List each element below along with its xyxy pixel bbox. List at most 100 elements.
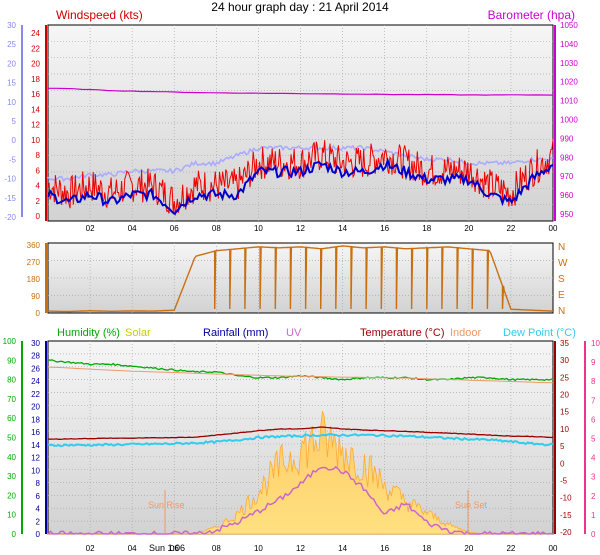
- tick-label-temp-scale: -15: [4, 194, 16, 203]
- tick-label-windspeed: 10: [31, 136, 40, 145]
- hour-tick-label: 00: [549, 544, 558, 553]
- tick-label-temp-scale: 25: [7, 40, 16, 49]
- legend-temperature: Temperature (°C): [360, 327, 444, 339]
- hour-tick-label: 08: [212, 544, 221, 553]
- tick-label-rainfall: 14: [31, 441, 40, 450]
- tick-label-barometer: 1010: [560, 97, 578, 106]
- hour-tick-label: 00: [549, 224, 558, 233]
- tick-label-rainfall: 8: [36, 479, 41, 488]
- tick-label-windspeed: 8: [36, 151, 41, 160]
- tick-label-direction: 360: [27, 241, 41, 250]
- tick-label-windspeed: 14: [31, 105, 40, 114]
- tick-label-uv-scale: 1: [591, 511, 596, 520]
- tick-label-temp-scale: 15: [7, 79, 16, 88]
- tick-label-uv-scale: 7: [591, 396, 596, 405]
- hour-tick-label: 14: [338, 224, 347, 233]
- tick-label-temp-scale: -10: [4, 175, 16, 184]
- tick-label-barometer: 990: [560, 134, 574, 143]
- sunrise-time-label: Sun 1:06: [149, 543, 185, 553]
- hour-tick-label: 02: [86, 544, 95, 553]
- hour-tick-label: 12: [296, 224, 305, 233]
- tick-label-humidity: 80: [7, 376, 16, 385]
- tick-label-compass: N: [558, 306, 565, 317]
- tick-label-rainfall: 16: [31, 428, 40, 437]
- tick-label-temperature: 30: [560, 356, 569, 365]
- tick-label-temperature: 10: [560, 425, 569, 434]
- legend-solar: Solar: [125, 327, 151, 339]
- tick-label-rainfall: 22: [31, 390, 40, 399]
- tick-label-windspeed: 22: [31, 44, 40, 53]
- tick-label-temp-scale: 30: [7, 21, 16, 30]
- tick-label-temp-scale: -20: [4, 213, 16, 222]
- hour-tick-label: 22: [506, 224, 515, 233]
- tick-label-temp-scale: 10: [7, 98, 16, 107]
- legend-uv: UV: [286, 327, 302, 339]
- tick-label-rainfall: 4: [36, 505, 41, 514]
- tick-label-compass: N: [558, 242, 565, 253]
- tick-label-rainfall: 12: [31, 454, 40, 463]
- tick-label-windspeed: 16: [31, 90, 40, 99]
- windspeed-axis-label: Windspeed (kts): [56, 8, 143, 22]
- tick-label-uv-scale: 8: [591, 377, 596, 386]
- tick-label-barometer: 1030: [560, 59, 578, 68]
- tick-label-rainfall: 6: [36, 492, 41, 501]
- chart-title: 24 hour graph day : 21 April 2014: [211, 0, 389, 14]
- p3-uv-line: [47, 465, 554, 536]
- tick-label-humidity: 100: [3, 337, 17, 346]
- hour-tick-label: 06: [170, 224, 179, 233]
- tick-label-uv-scale: 2: [591, 492, 596, 501]
- panel-wind-baro: Windspeed (kts) Barometer (hpa) 30 25 20 15…: [4, 8, 578, 233]
- tick-label-humidity: 0: [12, 530, 17, 539]
- tick-label-rainfall: 10: [31, 466, 40, 475]
- solar-area: [48, 411, 553, 535]
- tick-label-temp-scale: 5: [12, 117, 17, 126]
- hour-tick-label: 16: [380, 224, 389, 233]
- tick-label-temperature: 0: [560, 459, 565, 468]
- tick-label-temp-scale: -5: [9, 155, 17, 164]
- p1-baro-line: [48, 87, 554, 96]
- tick-label-barometer: 950: [560, 210, 574, 219]
- tick-label-barometer: 1040: [560, 40, 578, 49]
- hour-tick-label: 10: [254, 544, 263, 553]
- hour-tick-label: 22: [506, 544, 515, 553]
- p3-temp-line: [47, 426, 554, 440]
- hour-tick-label: 06: [170, 544, 179, 553]
- tick-label-temp-scale: 0: [12, 136, 17, 145]
- legend-dew-point: Dew Point (°C): [503, 327, 576, 339]
- tick-label-uv-scale: 10: [591, 339, 600, 348]
- hour-tick-label: 04: [128, 224, 137, 233]
- tick-label-barometer: 1050: [560, 21, 578, 30]
- p1-tempscale-line: [47, 144, 554, 182]
- tick-label-humidity: 10: [7, 511, 16, 520]
- tick-label-rainfall: 28: [31, 352, 40, 361]
- tick-label-compass: E: [558, 290, 565, 301]
- tick-label-rainfall: 30: [31, 339, 40, 348]
- tick-label-uv-scale: 3: [591, 473, 596, 482]
- tick-label-uv-scale: 6: [591, 415, 596, 424]
- legend-rainfall: Rainfall (mm): [203, 327, 268, 339]
- hour-tick-label: 20: [464, 544, 473, 553]
- p1-avg-line: [47, 157, 554, 216]
- p3-indoor-line: [47, 366, 554, 384]
- hour-tick-label: 14: [338, 544, 347, 553]
- tick-label-humidity: 50: [7, 434, 16, 443]
- tick-label-temp-scale: 20: [7, 59, 16, 68]
- sunset-label: Sun Set: [455, 500, 488, 510]
- legend-humidity: Humidity (%): [57, 327, 120, 339]
- tick-label-windspeed: 12: [31, 121, 40, 130]
- tick-label-rainfall: 2: [36, 517, 41, 526]
- tick-label-humidity: 40: [7, 453, 16, 462]
- hour-tick-label: 20: [464, 224, 473, 233]
- tick-label-barometer: 970: [560, 172, 574, 181]
- tick-label-direction: 180: [27, 275, 41, 284]
- tick-label-rainfall: 18: [31, 415, 40, 424]
- hour-tick-label: 04: [128, 544, 137, 553]
- tick-label-windspeed: 18: [31, 75, 40, 84]
- tick-label-uv-scale: 4: [591, 454, 596, 463]
- tick-label-direction: 90: [31, 292, 40, 301]
- barometer-axis-label: Barometer (hpa): [488, 8, 575, 22]
- hour-tick-label: 16: [380, 544, 389, 553]
- hour-tick-label: 02: [86, 224, 95, 233]
- tick-label-direction: 0: [36, 309, 41, 318]
